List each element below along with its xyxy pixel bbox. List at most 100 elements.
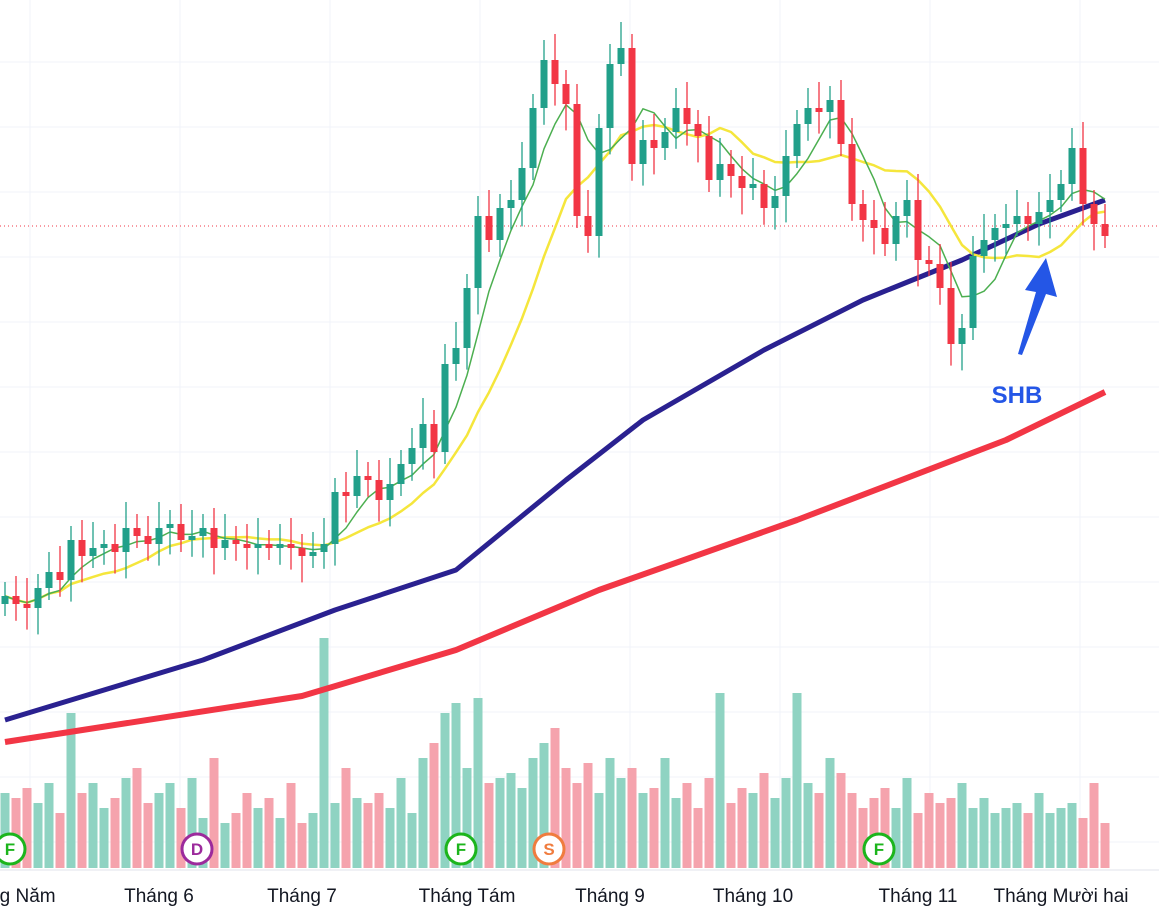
volume-bar [484, 783, 494, 868]
candle-body [705, 136, 713, 180]
candle-body [1068, 148, 1076, 184]
volume-bar [913, 813, 923, 868]
candle-body [936, 264, 944, 288]
volume-bar [550, 728, 560, 868]
candle-body [991, 228, 999, 240]
candle-body [969, 256, 977, 328]
x-tick-label: Tháng 6 [124, 886, 194, 907]
volume-bars [0, 638, 1110, 868]
volume-bar [528, 758, 538, 868]
candle-body [298, 548, 306, 556]
volume-bar [803, 783, 813, 868]
volume-bar [869, 798, 879, 868]
x-tick-label: Tháng 10 [713, 886, 793, 907]
volume-bar [209, 758, 219, 868]
volume-bar [627, 768, 637, 868]
volume-bar [132, 768, 142, 868]
candle-body [529, 108, 537, 168]
volume-bar [121, 778, 131, 868]
event-marker-d[interactable] [180, 832, 214, 866]
volume-bar [759, 773, 769, 868]
volume-bar [572, 783, 582, 868]
volume-bar [154, 793, 164, 868]
candle-body [760, 184, 768, 208]
candle-body [804, 108, 812, 124]
event-letter: D [191, 840, 203, 859]
candle-body [342, 492, 350, 496]
candle-body [199, 528, 207, 536]
candle-body [925, 260, 933, 264]
candle-body [45, 572, 53, 588]
volume-bar [693, 808, 703, 868]
volume-bar [275, 818, 285, 868]
volume-bar [44, 783, 54, 868]
candle-body [397, 464, 405, 484]
symbol-label: SHB [992, 382, 1043, 409]
candle-body [914, 200, 922, 260]
candle-body [12, 596, 20, 604]
event-letter: F [5, 840, 15, 859]
volume-bar [715, 693, 725, 868]
candle-body [1046, 200, 1054, 212]
event-marker-s[interactable] [532, 832, 566, 866]
volume-bar [143, 803, 153, 868]
event-marker-f[interactable] [0, 832, 27, 866]
candle-body [606, 64, 614, 128]
candle-body [419, 424, 427, 448]
candle-body [980, 240, 988, 256]
candle-body [716, 164, 724, 180]
volume-bar [88, 783, 98, 868]
candle-body [650, 140, 658, 148]
event-letter: F [874, 840, 884, 859]
volume-bar [517, 788, 527, 868]
candle-body [639, 140, 647, 164]
volume-bar [55, 813, 65, 868]
volume-bar [583, 763, 593, 868]
volume-bar [1089, 783, 1099, 868]
candle-body [683, 108, 691, 124]
volume-bar [847, 793, 857, 868]
ma-mid-line [4, 123, 1106, 604]
candle-body [1024, 216, 1032, 224]
volume-bar [1012, 803, 1022, 868]
candle-body [958, 328, 966, 344]
candle-body [452, 348, 460, 364]
candle-body [584, 216, 592, 236]
candle-body [859, 204, 867, 220]
candle-body [430, 424, 438, 452]
candles [1, 22, 1109, 635]
candle-body [122, 528, 130, 552]
up-arrow-icon [1018, 258, 1057, 355]
volume-bar [451, 703, 461, 868]
volume-bar [352, 798, 362, 868]
candle-body [309, 552, 317, 556]
candle-body [474, 216, 482, 288]
candle-body [815, 108, 823, 112]
volume-bar [682, 783, 692, 868]
candle-body [287, 544, 295, 548]
event-marker-f[interactable] [444, 832, 478, 866]
volume-bar [748, 793, 758, 868]
candle-body [67, 540, 75, 580]
volume-bar [1056, 808, 1066, 868]
volume-bar [242, 793, 252, 868]
candle-body [1013, 216, 1021, 224]
volume-bar [462, 768, 472, 868]
volume-bar [495, 778, 505, 868]
volume-bar [1067, 803, 1077, 868]
volume-bar [99, 808, 109, 868]
candle-body [892, 216, 900, 244]
candle-body [353, 476, 361, 496]
candle-body [375, 480, 383, 500]
candle-body [265, 544, 273, 548]
candle-body [210, 528, 218, 548]
volume-bar [506, 773, 516, 868]
volume-bar [165, 783, 175, 868]
candle-body [254, 544, 262, 548]
event-marker-f[interactable] [862, 832, 896, 866]
candle-body [507, 200, 515, 208]
candle-body [1101, 224, 1109, 236]
candle-body [518, 168, 526, 200]
